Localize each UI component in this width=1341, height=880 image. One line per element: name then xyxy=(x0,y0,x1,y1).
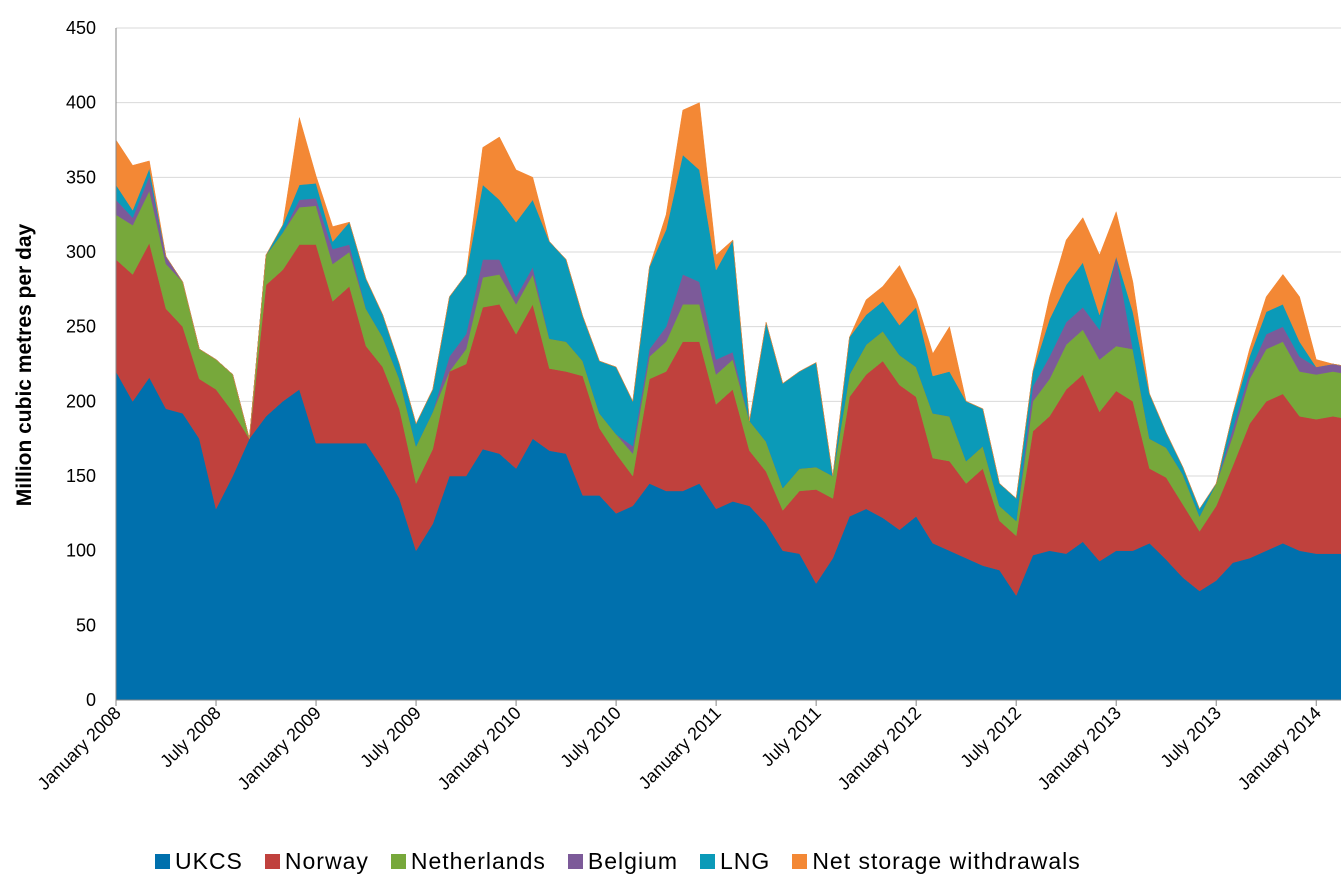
y-tick-label: 250 xyxy=(66,317,96,337)
y-tick-label: 0 xyxy=(86,690,96,710)
legend-swatch xyxy=(700,853,716,869)
area-net-storage-withdrawals xyxy=(115,102,1341,510)
x-tick-labels: January 2008 July 2008 January 2009 July 20… xyxy=(34,703,1326,794)
legend-item-netherlands: Netherlands xyxy=(390,847,546,875)
y-axis-label: Million cubic metres per day xyxy=(13,223,36,506)
axes xyxy=(115,28,1341,706)
legend-label: LNG xyxy=(720,847,771,874)
x-tick-label: January 2012 xyxy=(834,703,925,794)
legend-swatch xyxy=(155,853,170,869)
legend-label: Netherlands xyxy=(410,847,546,874)
legend-item-norway: Norway xyxy=(264,847,369,875)
legend-item-ukcs: UKCS xyxy=(155,848,243,875)
y-tick-label: 300 xyxy=(66,242,96,262)
y-tick-label: 150 xyxy=(66,466,96,486)
x-tick-label: January 2011 xyxy=(635,703,725,793)
y-tick-labels: 0 50 100 150 200 250 300 350 400 450 xyxy=(66,18,96,710)
x-tick-label: July 2009 xyxy=(356,703,425,772)
legend-item-lng: LNG xyxy=(700,848,770,875)
y-tick-label: 450 xyxy=(66,18,96,38)
x-tick-label: July 2010 xyxy=(556,703,625,772)
x-tick-label: July 2011 xyxy=(757,703,825,771)
legend-swatch xyxy=(390,853,406,869)
x-tick-label: January 2010 xyxy=(434,703,525,794)
legend: UKCS Norway Netherlands Belgium LNG Net stora… xyxy=(155,846,1103,876)
legend-label: Belgium xyxy=(587,847,679,874)
x-tick-label: January 2009 xyxy=(234,703,325,794)
legend-swatch xyxy=(567,853,583,869)
y-tick-label: 100 xyxy=(66,541,96,561)
series-areas xyxy=(115,102,1341,701)
legend-label: Net storage withdrawals xyxy=(812,847,1081,874)
x-tick-label: January 2008 xyxy=(34,703,125,794)
legend-item-net-storage-withdrawals: Net storage withdrawals xyxy=(792,848,1080,875)
legend-label: Norway xyxy=(284,847,369,874)
y-tick-label: 50 xyxy=(76,615,96,635)
x-tick-label: July 2008 xyxy=(156,703,225,772)
x-tick-label: January 2014 xyxy=(1234,703,1325,794)
legend-item-belgium: Belgium xyxy=(567,847,679,875)
y-tick-label: 350 xyxy=(66,167,96,187)
y-tick-label: 400 xyxy=(66,93,96,113)
y-tick-label: 200 xyxy=(66,391,96,411)
x-tick-label: July 2013 xyxy=(1156,703,1225,772)
x-tick-label: July 2012 xyxy=(956,703,1025,772)
legend-swatch xyxy=(792,853,808,869)
legend-swatch xyxy=(264,853,280,869)
legend-label: UKCS xyxy=(175,847,243,874)
x-tick-label: January 2013 xyxy=(1034,703,1125,794)
